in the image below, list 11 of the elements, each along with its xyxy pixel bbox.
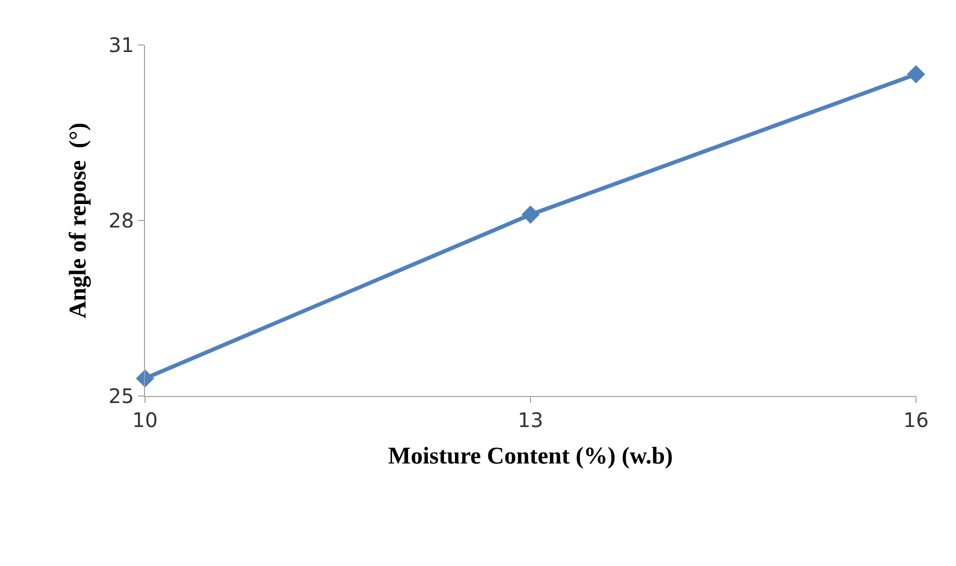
y-tick-label: 28: [108, 208, 134, 232]
x-axis-title: Moisture Content (%) (w.b): [388, 443, 673, 470]
y-tick-label: 25: [108, 384, 134, 408]
point: [521, 206, 540, 224]
point: [136, 369, 154, 388]
x-tick-label: 13: [518, 408, 544, 432]
x-tick-label: 16: [903, 408, 929, 432]
y-tick-label: 31: [108, 33, 134, 57]
y-axis-title: Angle of repose (°): [66, 122, 92, 318]
x-tick-label: 10: [132, 408, 158, 432]
point: [906, 65, 926, 84]
